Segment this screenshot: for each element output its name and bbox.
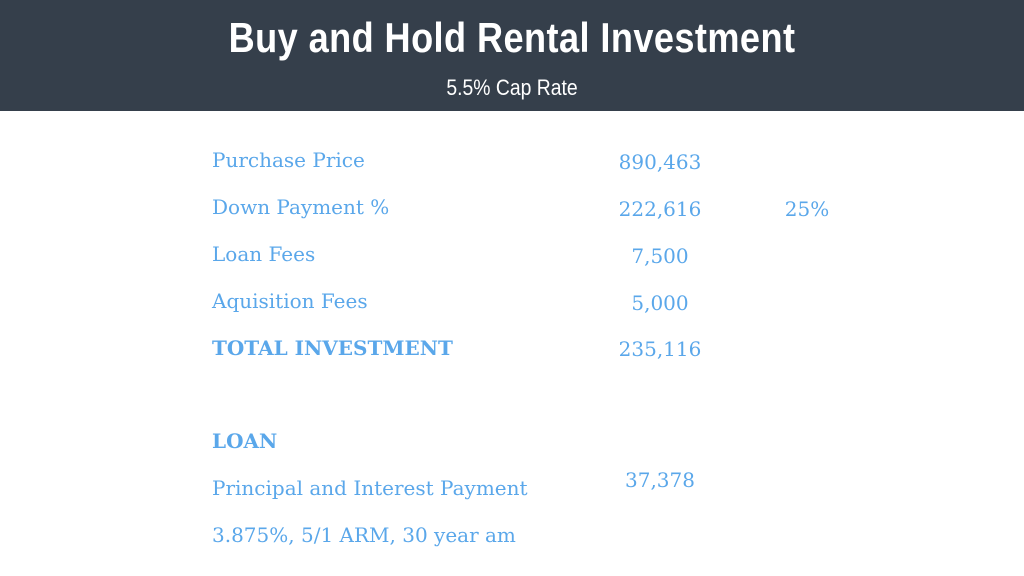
acquisition-fees-label: Aquisition Fees: [212, 289, 368, 313]
purchase-price-value: 890,463: [618, 150, 702, 174]
principal-interest-value: 37,378: [625, 468, 695, 492]
down-payment-value: 222,616: [618, 197, 702, 221]
total-investment-label: TOTAL INVESTMENT: [212, 336, 453, 360]
purchase-price-label: Purchase Price: [212, 148, 365, 172]
slide-subtitle: 5.5% Cap Rate: [446, 75, 578, 100]
loan-fees-value: 7,500: [631, 244, 689, 268]
slide-header: Buy and Hold Rental Investment 5.5% Cap …: [0, 0, 1024, 111]
loan-heading: LOAN: [212, 429, 278, 453]
down-payment-percent: 25%: [784, 197, 830, 221]
principal-interest-label: Principal and Interest Payment: [212, 476, 528, 500]
down-payment-label: Down Payment %: [212, 195, 390, 219]
loan-fees-label: Loan Fees: [212, 242, 316, 266]
investment-table: Purchase Price 890,463 Down Payment % 22…: [0, 111, 1024, 576]
loan-terms: 3.875%, 5/1 ARM, 30 year am: [212, 523, 516, 547]
total-investment-value: 235,116: [618, 337, 702, 361]
acquisition-fees-value: 5,000: [631, 291, 689, 315]
slide-title: Buy and Hold Rental Investment: [228, 14, 796, 61]
